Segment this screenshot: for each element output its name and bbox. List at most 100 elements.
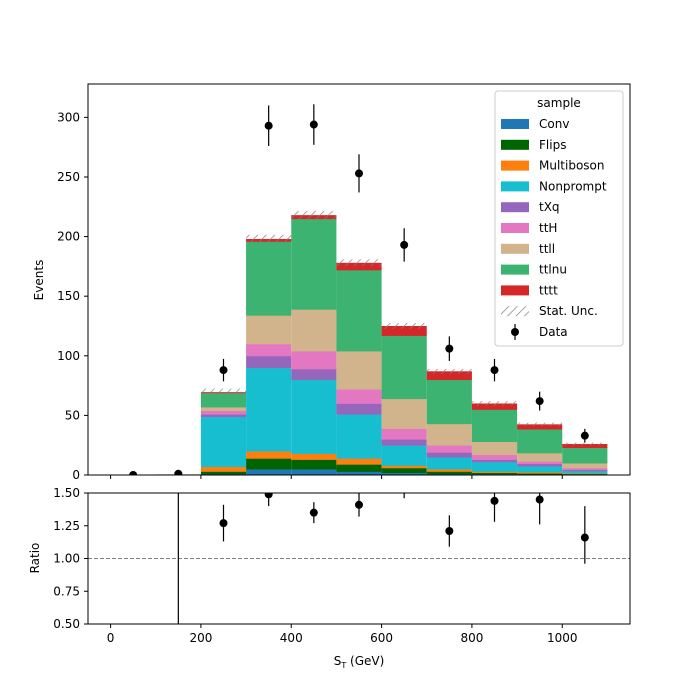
x-tick-label: 0 xyxy=(107,631,115,645)
bar-flips xyxy=(471,472,518,475)
bar-ttlnu xyxy=(291,218,337,310)
stat-unc-band xyxy=(471,401,518,406)
legend-swatch xyxy=(501,160,529,171)
legend-label: Nonprompt xyxy=(539,179,607,193)
stat-unc-band xyxy=(246,234,292,244)
bar-tth xyxy=(200,410,247,415)
bar-tttt xyxy=(426,371,472,381)
legend-swatch xyxy=(501,119,529,129)
bar-multiboson xyxy=(471,471,518,474)
legend-swatch-hatch xyxy=(501,306,529,317)
data-point xyxy=(400,240,409,249)
bar-multiboson xyxy=(381,465,427,469)
bar-tttt xyxy=(562,444,608,448)
bar-txq xyxy=(426,452,472,458)
x-tick-label: 600 xyxy=(370,631,393,645)
ratio-point xyxy=(535,495,544,504)
bar-nonprompt xyxy=(426,457,472,470)
bar-conv xyxy=(200,473,247,475)
data-point xyxy=(580,431,589,440)
bar-multiboson xyxy=(517,472,563,474)
bar-tth xyxy=(471,454,518,460)
bar-multiboson xyxy=(426,469,472,472)
legend-box xyxy=(494,90,624,347)
bar-ttlnu xyxy=(246,241,292,316)
ratio-point xyxy=(264,493,273,499)
bar-txq xyxy=(291,368,337,381)
bar-flips xyxy=(562,473,608,475)
legend-label: Data xyxy=(539,325,568,339)
bar-conv xyxy=(246,469,292,475)
bar-flips xyxy=(336,464,382,472)
bar-conv xyxy=(336,471,382,475)
bar-tttt xyxy=(381,325,427,336)
bar-tth xyxy=(336,389,382,404)
legend-swatch xyxy=(501,223,529,233)
bar-conv xyxy=(291,469,337,475)
bar-tth xyxy=(246,343,292,357)
y-tick-label-top: 0 xyxy=(72,468,80,482)
bar-flips xyxy=(291,459,337,470)
bar-txq xyxy=(562,469,608,472)
y-tick-label-top: 100 xyxy=(57,349,80,363)
stacked-bars xyxy=(155,215,608,475)
y-tick-label-top: 250 xyxy=(57,170,80,184)
y-axis-label-bottom: Ratio xyxy=(28,543,42,574)
bar-nonprompt xyxy=(471,461,518,472)
data-point xyxy=(535,397,544,406)
bar-flips xyxy=(200,471,247,475)
legend-label: Conv xyxy=(539,117,569,131)
legend-title: sample xyxy=(537,96,581,110)
bar-ttll xyxy=(471,441,518,456)
bar-multiboson xyxy=(562,473,608,475)
bar-ttlnu xyxy=(426,379,472,425)
y-tick-label-top: 300 xyxy=(57,110,80,124)
bar-ttll xyxy=(336,351,382,390)
y-tick-label-top: 200 xyxy=(57,230,80,244)
bar-conv xyxy=(471,473,518,475)
bar-tth xyxy=(562,467,608,471)
stat-unc-band xyxy=(381,323,427,329)
stat-unc-band xyxy=(426,368,472,374)
bar-flips xyxy=(517,473,563,475)
legend-swatch xyxy=(501,285,529,296)
legend-label: tttt xyxy=(539,283,558,297)
top-plot-frame xyxy=(87,83,631,476)
ratio-axes: 0.50 0.75 1.00 1.25 1.50 0 200 400 600 800 1000 xyxy=(53,486,577,645)
x-tick-label: 800 xyxy=(460,631,483,645)
legend-swatch xyxy=(501,264,529,275)
bar-ttll xyxy=(291,309,337,352)
bar-txq xyxy=(336,403,382,415)
legend-label: ttH xyxy=(539,221,557,235)
data-point xyxy=(174,469,183,475)
bar-ttll xyxy=(562,463,608,469)
bar-nonprompt xyxy=(336,414,382,459)
bar-flips xyxy=(426,471,472,475)
ratio-point xyxy=(445,526,454,535)
bar-ttlnu xyxy=(471,409,518,443)
legend-label: Multiboson xyxy=(539,159,605,173)
y-tick-label-bottom: 0.75 xyxy=(53,584,80,598)
bar-tth xyxy=(381,428,427,440)
stat-unc-band xyxy=(562,442,608,446)
bar-tttt xyxy=(517,424,563,430)
y-tick-label-top: 50 xyxy=(65,408,80,422)
bar-conv xyxy=(381,472,427,475)
bar-tth xyxy=(291,351,337,370)
bar-ttlnu xyxy=(381,335,427,400)
legend-label: Stat. Unc. xyxy=(539,304,598,318)
stat-unc-bands xyxy=(200,210,608,446)
legend-label: ttll xyxy=(539,242,555,256)
ratio-point xyxy=(355,500,363,509)
bar-ttlnu xyxy=(562,447,608,464)
legend-label: Flips xyxy=(539,138,566,152)
y-tick-label-bottom: 0.50 xyxy=(53,617,80,631)
ratio-points xyxy=(177,493,589,624)
legend-data-marker xyxy=(511,328,519,336)
bar-nonprompt xyxy=(291,379,337,454)
bar-nonprompt xyxy=(200,416,247,468)
x-tick-label: 1000 xyxy=(547,631,578,645)
bar-tth xyxy=(426,445,472,453)
y-tick-label-bottom: 1.25 xyxy=(53,519,80,533)
